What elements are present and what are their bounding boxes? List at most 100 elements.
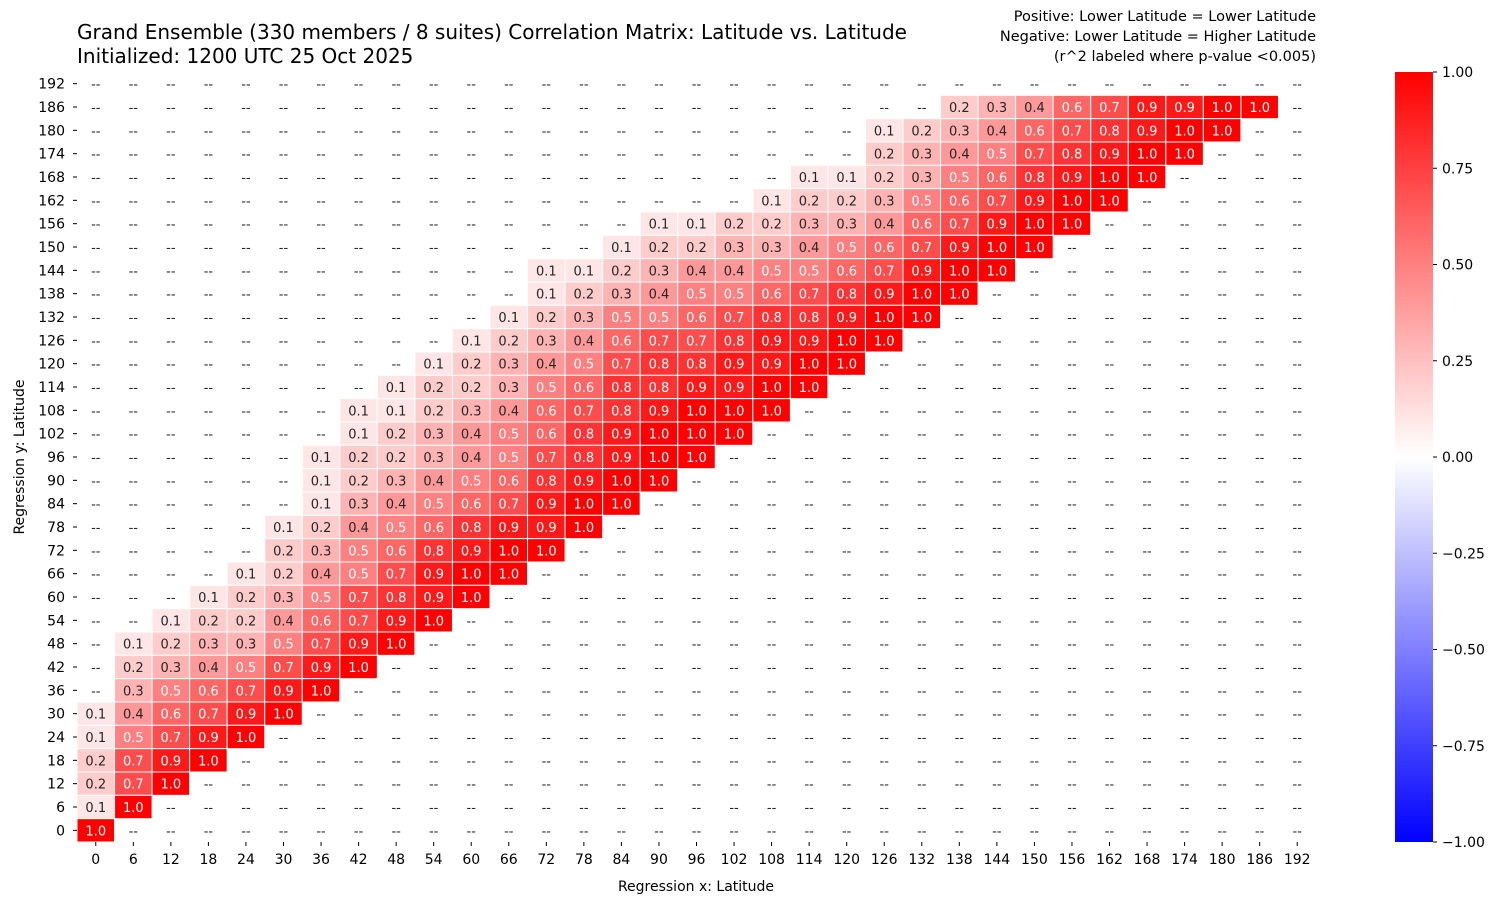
cell-empty-label: --	[692, 708, 702, 723]
cell-empty-label: --	[842, 568, 852, 583]
cell-value-label: 1.0	[161, 778, 182, 793]
cell-value-label: 1.0	[1137, 171, 1158, 186]
cell-empty-label: --	[467, 194, 477, 209]
cell-value-label: 0.6	[761, 288, 782, 303]
cell-value-label: 0.4	[536, 358, 557, 373]
cell-empty-label: --	[129, 194, 139, 209]
cell-empty-label: --	[129, 171, 139, 186]
cell-empty-label: --	[1105, 358, 1115, 373]
cell-empty-label: --	[1105, 334, 1115, 349]
cell-empty-label: --	[391, 754, 401, 769]
cell-empty-label: --	[1180, 544, 1190, 559]
cell-value-label: 0.8	[1099, 124, 1120, 139]
cell-empty-label: --	[767, 544, 777, 559]
cell-empty-label: --	[1293, 684, 1303, 699]
cell-empty-label: --	[166, 78, 176, 93]
cell-value-label: 0.7	[911, 241, 932, 256]
cell-empty-label: --	[1293, 614, 1303, 629]
cell-value-label: 0.8	[611, 404, 632, 419]
cell-value-label: 0.7	[949, 218, 970, 233]
cell-empty-label: --	[1217, 311, 1227, 326]
cell-empty-label: --	[617, 101, 627, 116]
cell-empty-label: --	[542, 194, 552, 209]
chart-title: Grand Ensemble (330 members / 8 suites) …	[77, 20, 907, 44]
x-tick-label: 12	[162, 852, 180, 868]
y-tick-label: 96	[47, 450, 65, 466]
y-tick-label: 60	[47, 590, 65, 606]
cell-empty-label: --	[804, 101, 814, 116]
heatmap-cell	[527, 538, 566, 563]
cell-empty-label: --	[91, 288, 101, 303]
cell-empty-label: --	[1293, 544, 1303, 559]
cell-empty-label: --	[1180, 708, 1190, 723]
cell-empty-label: --	[1293, 288, 1303, 303]
cell-value-label: 1.0	[386, 638, 407, 653]
cell-empty-label: --	[729, 638, 739, 653]
cell-value-label: 1.0	[874, 311, 895, 326]
colorbar-ticks: 1.00 0.75 0.50 0.25 0.00 −0.25 −0.50 −0.75 −1.00	[1433, 65, 1485, 851]
cell-empty-label: --	[1217, 801, 1227, 816]
x-tick-label: 174	[1171, 852, 1198, 868]
cell-empty-label: --	[1217, 288, 1227, 303]
cell-empty-label: --	[1180, 334, 1190, 349]
cell-value-label: 0.3	[198, 638, 219, 653]
chart-subtitle: Initialized: 1200 UTC 25 Oct 2025	[77, 44, 414, 68]
cell-empty-label: --	[279, 801, 289, 816]
cell-empty-label: --	[166, 194, 176, 209]
cell-value-label: 1.0	[1099, 171, 1120, 186]
cell-empty-label: --	[1293, 708, 1303, 723]
cell-value-label: 0.3	[311, 544, 332, 559]
cell-empty-label: --	[204, 311, 214, 326]
y-tick-label: 84	[47, 497, 65, 513]
cell-value-label: 0.2	[423, 404, 444, 419]
cell-empty-label: --	[1067, 241, 1077, 256]
cell-empty-label: --	[955, 684, 965, 699]
cell-empty-label: --	[1255, 148, 1265, 163]
x-tick-label: 36	[312, 852, 330, 868]
cell-value-label: 1.0	[123, 801, 144, 816]
cell-empty-label: --	[804, 661, 814, 676]
cell-empty-label: --	[467, 171, 477, 186]
cell-empty-label: --	[354, 754, 364, 769]
cell-empty-label: --	[204, 778, 214, 793]
x-tick-label: 48	[387, 852, 405, 868]
cell-empty-label: --	[279, 124, 289, 139]
cell-empty-label: --	[1030, 78, 1040, 93]
cell-value-label: 0.6	[311, 614, 332, 629]
cell-empty-label: --	[654, 638, 664, 653]
cell-empty-label: --	[1255, 661, 1265, 676]
cell-empty-label: --	[992, 824, 1002, 839]
cell-empty-label: --	[1293, 358, 1303, 373]
cell-empty-label: --	[166, 451, 176, 466]
cell-value-label: 1.0	[1174, 124, 1195, 139]
cell-value-label: 0.1	[799, 171, 820, 186]
cell-empty-label: --	[391, 731, 401, 746]
cell-empty-label: --	[1105, 498, 1115, 513]
cell-empty-label: --	[391, 241, 401, 256]
cell-empty-label: --	[1217, 264, 1227, 279]
cell-empty-label: --	[579, 124, 589, 139]
cell-value-label: 0.3	[386, 474, 407, 489]
cell-empty-label: --	[955, 521, 965, 536]
cell-empty-label: --	[992, 544, 1002, 559]
cell-value-label: 0.3	[498, 358, 519, 373]
cell-value-label: 0.9	[761, 358, 782, 373]
cell-value-label: 1.0	[1249, 101, 1270, 116]
cell-empty-label: --	[1255, 638, 1265, 653]
cell-empty-label: --	[542, 801, 552, 816]
cell-value-label: 0.2	[724, 218, 745, 233]
y-tick-label: 168	[38, 170, 65, 186]
cell-empty-label: --	[279, 78, 289, 93]
y-tick-label: 126	[38, 333, 65, 349]
cell-empty-label: --	[467, 148, 477, 163]
cell-empty-label: --	[955, 381, 965, 396]
cell-empty-label: --	[504, 264, 514, 279]
heatmap-cell	[339, 654, 378, 680]
cell-value-label: 0.2	[574, 288, 595, 303]
cell-value-label: 1.0	[1212, 124, 1233, 139]
cell-empty-label: --	[1217, 521, 1227, 536]
cell-value-label: 0.4	[874, 218, 895, 233]
cell-empty-label: --	[129, 311, 139, 326]
cell-empty-label: --	[767, 801, 777, 816]
cell-empty-label: --	[1067, 428, 1077, 443]
